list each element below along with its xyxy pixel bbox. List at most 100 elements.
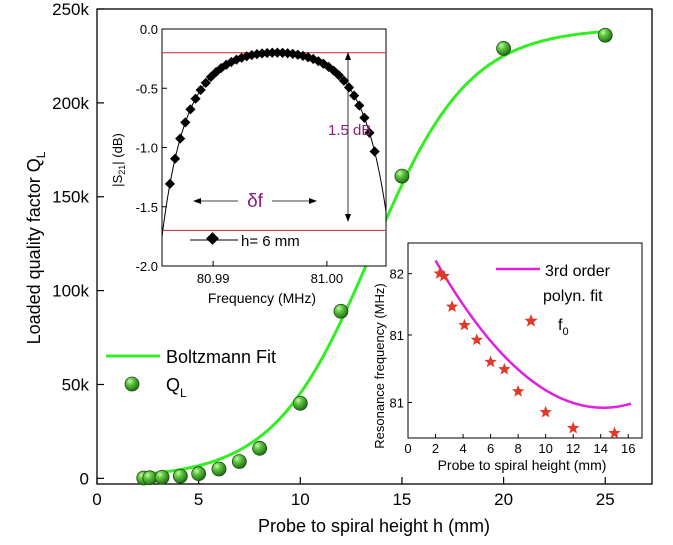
main-y-tick-label: 250k <box>52 0 89 19</box>
inset-s21-y-tick-label: -1.0 <box>136 141 158 156</box>
inset-frequency-x-tick-label: 0 <box>404 441 411 456</box>
f0-marker <box>458 318 471 331</box>
main-y-tick-label: 0 <box>80 469 89 488</box>
legend-ql-label-main: Q <box>166 375 180 395</box>
bandwidth-arrow-left-head <box>193 198 201 204</box>
span-label: 1.5 dB <box>328 122 371 139</box>
main-y-axis-label-main: Loaded quality factor Q <box>24 158 44 344</box>
s21-marker <box>190 93 201 104</box>
inset-frequency-x-tick-label: 14 <box>593 441 607 456</box>
f0-markers <box>433 267 621 439</box>
main-y-tick-label: 200k <box>52 94 89 113</box>
inset-frequency-y-axis: 81 81 82 <box>390 267 412 410</box>
inset-s21-y-tick-label: -2.0 <box>136 259 158 274</box>
inset-frequency-y-tick-label: 81 <box>390 328 404 343</box>
inset-frequency-chart: 0 2 4 6 8 10 12 14 16 81 81 82 Probe to spiral hei… <box>372 242 643 473</box>
inset-s21-x-tick-label: 80.99 <box>197 271 230 286</box>
main-x-tick-label: 10 <box>291 490 310 509</box>
inset-s21-x-axis: 80.99 81.00 <box>197 261 343 286</box>
ql-marker <box>211 461 227 477</box>
inset-frequency-x-axis: 0 2 4 6 8 10 12 14 16 <box>404 434 635 456</box>
f0-marker <box>484 355 497 368</box>
s21-marker <box>354 100 365 111</box>
inset-frequency-legend-f0-main: f <box>558 317 563 334</box>
main-y-tick-label: 150k <box>52 188 89 207</box>
s21-marker <box>180 117 191 128</box>
f0-marker <box>511 384 525 397</box>
inset-frequency-legend: 3rd order polyn. fit f0 <box>496 263 611 338</box>
inset-s21-y-tick-label: -0.5 <box>136 81 158 96</box>
inset-frequency-frame <box>407 242 643 439</box>
inset-s21-chart: 80.99 81.00 0.0 -0.5 -1.0 -1.5 -2.0 Frequency… <box>110 22 387 306</box>
span-annotation: 1.5 dB <box>328 52 371 222</box>
ql-marker <box>231 454 247 469</box>
legend-ql-label: QL <box>166 375 187 400</box>
inset-frequency-x-tick-label: 4 <box>459 441 466 456</box>
bandwidth-arrow-right-head <box>309 198 317 204</box>
inset-frequency-legend-fit-line2: polyn. fit <box>543 288 603 305</box>
legend-fit-label: Boltzmann Fit <box>166 347 276 367</box>
inset-frequency-legend-f0-sub: 0 <box>562 326 568 338</box>
inset-s21-background <box>162 29 386 266</box>
main-x-tick-label: 0 <box>92 490 101 509</box>
inset-s21-x-tick-label: 81.00 <box>311 271 344 286</box>
inset-s21-legend-swatch-marker <box>206 232 219 245</box>
inset-frequency-x-axis-label: Probe to spiral height (mm) <box>438 457 607 473</box>
s21-marker <box>164 178 176 189</box>
main-legend: Boltzmann Fit QL <box>106 347 276 400</box>
main-x-tick-label: 20 <box>494 490 513 509</box>
inset-frequency-x-tick-label: 6 <box>487 441 494 456</box>
main-y-axis-label-sub: L <box>34 151 48 158</box>
inset-frequency-x-tick-label: 12 <box>566 441 580 456</box>
f0-marker <box>470 333 484 346</box>
s21-marker <box>338 75 350 86</box>
ql-marker <box>172 468 188 484</box>
main-y-tick-label: 100k <box>52 282 89 301</box>
ql-marker <box>496 41 511 56</box>
inset-frequency-y-axis-label: Resonance frequency (MHz) <box>372 283 387 448</box>
inset-frequency-x-tick-label: 2 <box>432 441 439 456</box>
bandwidth-label: δf <box>247 191 264 212</box>
f0-marker <box>445 300 459 313</box>
main-y-axis-label: Loaded quality factor QL <box>24 151 48 344</box>
main-y-tick-label: 50k <box>62 375 90 394</box>
inset-s21-legend-label: h= 6 mm <box>241 233 300 250</box>
main-x-axis-label: Probe to spiral height h (mm) <box>258 516 490 536</box>
main-x-tick-label: 25 <box>596 490 615 509</box>
f0-marker <box>539 405 552 418</box>
ql-marker <box>154 469 170 485</box>
inset-s21-x-axis-label: Frequency (MHz) <box>208 290 316 306</box>
s21-marker <box>195 84 206 96</box>
s21-marker <box>200 77 211 88</box>
span-arrow-head-bottom <box>345 214 351 222</box>
main-y-axis: 0 50k 100k 150k 200k 250k <box>52 0 104 488</box>
main-x-tick-label: 15 <box>392 490 411 509</box>
ql-marker <box>394 168 410 184</box>
f0-marker <box>433 267 446 279</box>
ql-markers <box>136 27 613 486</box>
span-arrow-head-top <box>345 52 351 60</box>
inset-s21-y-tick-label: 0.0 <box>140 22 158 37</box>
inset-frequency-legend-fit-line1: 3rd order <box>545 263 611 280</box>
main-x-axis: 0 5 10 15 20 25 <box>92 477 615 509</box>
s21-markers <box>164 47 380 189</box>
inset-s21-y-tick-label: -1.5 <box>136 200 158 215</box>
inset-frequency-y-tick-label: 82 <box>390 267 404 282</box>
f0-marker <box>498 362 511 375</box>
inset-s21-legend: h= 6 mm <box>190 232 300 250</box>
polynomial-fit-line <box>434 259 632 409</box>
f0-marker <box>608 426 621 439</box>
inset-frequency-x-tick-label: 16 <box>621 441 635 456</box>
inset-s21-y-axis: 0.0 -0.5 -1.0 -1.5 -2.0 <box>136 22 167 274</box>
ql-marker <box>597 27 613 43</box>
inset-frequency-legend-star-swatch <box>524 314 538 327</box>
legend-ql-label-sub: L <box>180 386 187 400</box>
f0-marker <box>437 269 450 282</box>
inset-frequency-x-tick-label: 10 <box>538 441 552 456</box>
ql-marker <box>292 395 308 411</box>
f0-marker <box>566 421 580 434</box>
main-x-tick-label: 5 <box>194 490 203 509</box>
bandwidth-annotation: δf <box>193 191 317 212</box>
legend-ql-swatch <box>124 376 140 392</box>
